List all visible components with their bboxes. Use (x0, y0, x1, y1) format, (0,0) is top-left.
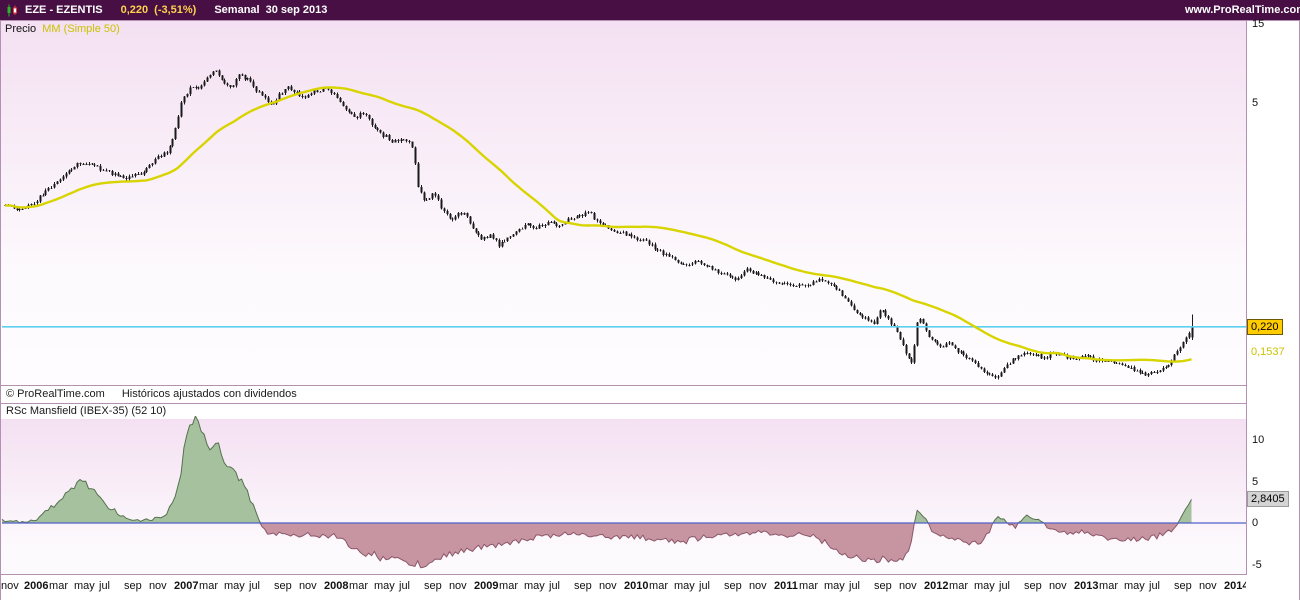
ma-legend-label: MM (Simple 50) (42, 23, 120, 35)
time-axis-month-label: mar (949, 580, 968, 592)
time-axis-year-label: 2009 (474, 580, 499, 592)
timeframe-label: Semanal (214, 4, 260, 16)
date-label: 30 sep 2013 (265, 4, 328, 16)
time-axis-year-label: 2008 (324, 580, 349, 592)
time-axis-month-label: nov (898, 580, 917, 592)
indicator-axis-label: 5 (1252, 475, 1259, 488)
time-axis-month-label: nov (1198, 580, 1217, 592)
time-axis-month-label: jul (1149, 580, 1161, 592)
time-axis-background (0, 575, 1300, 600)
time-axis-year-label: 2013 (1074, 580, 1099, 592)
time-axis-month-label: jul (399, 580, 411, 592)
symbol-label: EZE - EZENTIS (25, 4, 103, 16)
time-axis-month-label: nov (148, 580, 167, 592)
time-axis-month-label: mar (349, 580, 368, 592)
time-axis-month-label: nov (298, 580, 317, 592)
time-axis-month-label: may (673, 580, 695, 592)
current-price-badge: 0,220 (1247, 318, 1283, 335)
time-axis-month-label: may (1123, 580, 1145, 592)
time-axis-month-label: jul (249, 580, 261, 592)
time-axis-month-label: sep (424, 580, 442, 592)
time-axis-month-label: jul (99, 580, 111, 592)
price-axis-label: 5 (1252, 96, 1259, 109)
candle-bodies (4, 70, 1194, 378)
time-axis-year-label: 2010 (624, 580, 649, 592)
time-axis-month-label: mar (649, 580, 668, 592)
price-axis-label: 15 (1252, 18, 1265, 31)
rsc-positive-area (2, 416, 1192, 523)
rsc-negative-outline (259, 522, 1179, 569)
time-axis[interactable]: nov 2006 mar may jul sep nov 2007 mar may jul sep no… (0, 575, 1246, 600)
time-axis-month-label: jul (849, 580, 861, 592)
rsc-negative-area (2, 523, 1192, 568)
copyright-note: Históricos ajustados con dividendos (121, 388, 297, 400)
time-axis-month-label: mar (199, 580, 218, 592)
indicator-axis-label: -5 (1252, 558, 1262, 571)
time-axis-divider (0, 574, 1246, 575)
indicator-panel-divider (0, 403, 1246, 404)
price-axis-background (1246, 20, 1300, 575)
time-axis-month-label: mar (49, 580, 68, 592)
indicator-axis-label: 10 (1252, 434, 1265, 446)
indicator-axis-label: 0 (1252, 517, 1259, 529)
last-price-label: 0,220 (120, 4, 149, 16)
time-axis-month-label: jul (699, 580, 711, 592)
price-panel-title: Precio (5, 23, 37, 35)
time-axis-month-label: sep (574, 580, 592, 592)
price-panel-divider (0, 385, 1246, 386)
ma-value-label: 0,1537 (1251, 346, 1285, 359)
time-axis-month-label: sep (274, 580, 292, 592)
indicator-title: RSc Mansfield (IBEX-35) (52 10) (6, 405, 167, 417)
time-axis-year-label: 2006 (24, 580, 49, 592)
time-axis-month-label: nov (1, 580, 19, 592)
time-axis-month-label: mar (1099, 580, 1118, 592)
time-axis-month-label: sep (1024, 580, 1042, 592)
time-axis-month-label: may (823, 580, 845, 592)
time-axis-year-label: 2014 (1224, 580, 1246, 592)
time-axis-month-label: may (373, 580, 395, 592)
site-link[interactable]: www.ProRealTime.com (1184, 4, 1300, 16)
time-axis-month-label: sep (724, 580, 742, 592)
price-axis[interactable]: 0,220 0,1537 2,8405 15 5 10 5 0 -5 (1246, 0, 1300, 600)
copyright-site: © ProRealTime.com (6, 388, 105, 400)
time-axis-month-label: jul (549, 580, 561, 592)
time-axis-month-label: sep (874, 580, 892, 592)
time-axis-month-label: may (523, 580, 545, 592)
header-divider (0, 20, 1300, 21)
time-axis-month-label: nov (748, 580, 767, 592)
time-axis-month-label: may (73, 580, 95, 592)
moving-average-line[interactable] (4, 86, 1192, 363)
indicator-value-badge: 2,8405 (1247, 491, 1289, 508)
time-axis-month-label: sep (124, 580, 142, 592)
rsc-positive-outline (1, 416, 1192, 524)
time-axis-month-label: sep (1174, 580, 1192, 592)
header-bar: EZE - EZENTIS 0,220 (-3,51%) Semanal 30 … (0, 0, 1300, 20)
time-axis-month-label: may (973, 580, 995, 592)
time-axis-year-label: 2011 (774, 580, 798, 592)
time-axis-month-label: may (223, 580, 245, 592)
time-axis-month-label: nov (1048, 580, 1067, 592)
candlestick-icon (6, 4, 19, 17)
indicator-title-strip: RSc Mansfield (IBEX-35) (52 10) (1, 404, 1251, 419)
price-plot-background[interactable] (1, 21, 1246, 385)
time-axis-month-label: nov (598, 580, 617, 592)
time-axis-month-label: nov (448, 580, 467, 592)
price-panel-legend: Precio MM (Simple 50) (5, 23, 120, 35)
time-axis-month-label: mar (499, 580, 518, 592)
frame-left-border (0, 20, 1, 600)
time-axis-year-label: 2012 (924, 580, 949, 592)
copyright-strip: © ProRealTime.com Históricos ajustados c… (1, 386, 1251, 404)
change-label: (-3,51%) (154, 4, 197, 16)
time-axis-year-label: 2007 (174, 580, 199, 592)
time-axis-month-label: jul (999, 580, 1011, 592)
time-axis-month-label: mar (799, 580, 818, 592)
